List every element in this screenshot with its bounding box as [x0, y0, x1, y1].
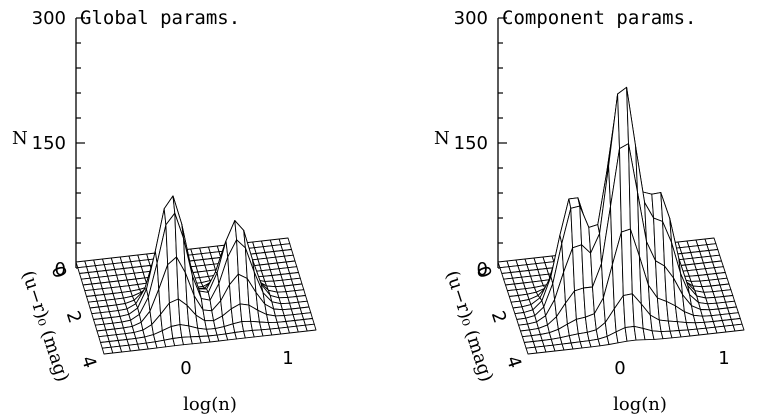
chart-title: Global params. [80, 7, 240, 29]
x-tick-label: 0 [180, 358, 191, 379]
z-axis-label: N [434, 128, 450, 149]
z-tick-label: 150 [454, 133, 488, 154]
z-tick-label: 0 [55, 259, 66, 280]
z-tick-label: 150 [32, 133, 66, 154]
y-tick-label: 2 [62, 308, 86, 325]
y-axis-label: (u−r)₀ (mag) [441, 268, 497, 384]
panel-component: 300 150 0 N Component params. 0 1 log(n)… [434, 7, 745, 415]
x-tick-label: 1 [282, 348, 293, 369]
z-tick-marks [498, 17, 507, 269]
x-axis-label: log(n) [183, 394, 237, 415]
chart-title: Component params. [502, 7, 696, 29]
x-tick-label: 1 [718, 348, 729, 369]
surface-cell [304, 323, 317, 332]
y-tick-label: 4 [77, 353, 101, 370]
panel-global: 300 150 0 N Global params. 0 1 log(n) 0 … [12, 7, 317, 415]
z-tick-label: 0 [477, 259, 488, 280]
surface-mesh [75, 195, 317, 355]
surface-cell [732, 323, 745, 332]
z-axis-label: N [12, 128, 28, 149]
z-tick-label: 300 [454, 8, 488, 29]
z-tick-label: 300 [32, 8, 66, 29]
y-tick-label: 2 [487, 308, 511, 325]
y-axis-label: (u−r)₀ (mag) [17, 268, 73, 384]
x-tick-label: 0 [614, 358, 625, 379]
x-axis-label: log(n) [613, 394, 667, 415]
surface-mesh [497, 86, 745, 355]
z-tick-marks [76, 17, 85, 269]
y-tick-label: 4 [502, 353, 526, 370]
